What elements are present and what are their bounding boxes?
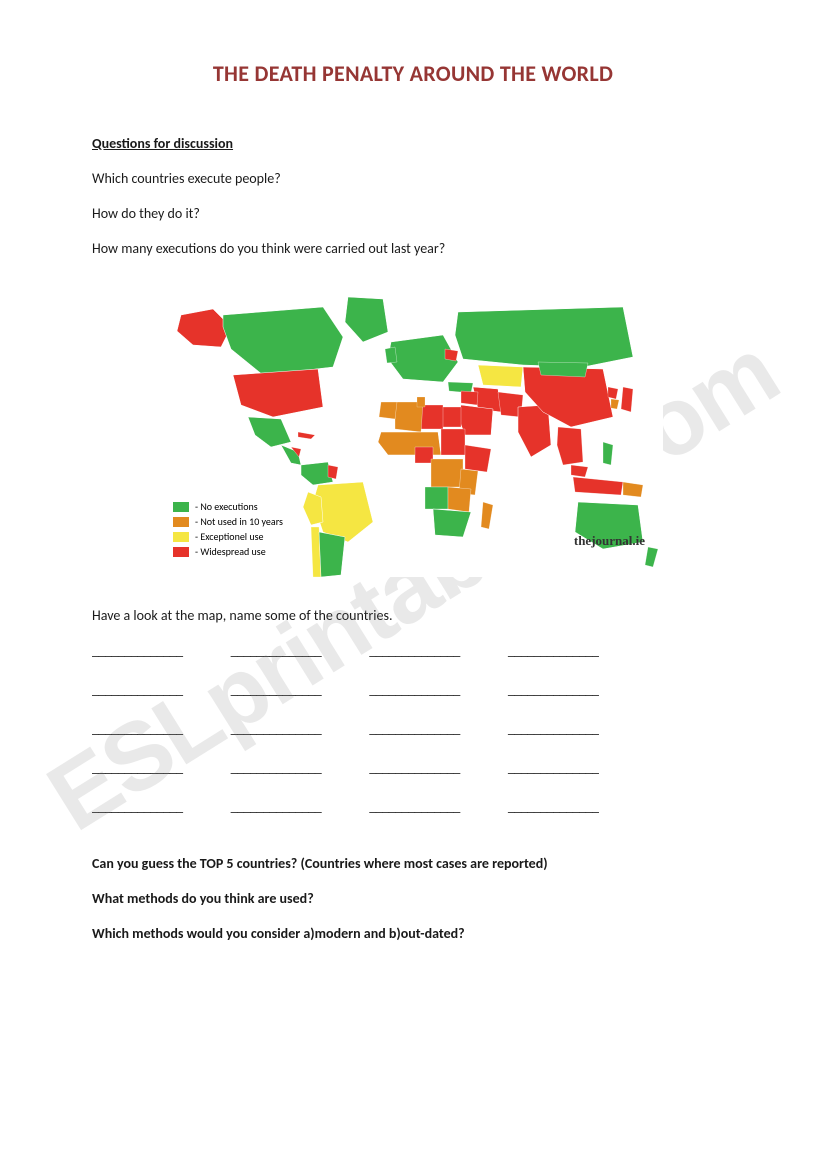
blank: ______________ [92, 759, 183, 776]
blank-lines: ______________ ______________ __________… [92, 642, 734, 815]
blank: ______________ [231, 720, 322, 737]
world-map: - No executions - Not used in 10 years -… [163, 287, 663, 577]
legend-label: - Not used in 10 years [195, 514, 283, 529]
map-attribution: thejournal.ie [574, 533, 645, 549]
blank: ______________ [508, 642, 599, 659]
question-1: Which countries execute people? [92, 170, 734, 187]
bold-question-2: What methods do you think are used? [92, 890, 734, 907]
legend-item: - Exceptionel use [173, 529, 283, 544]
swatch-icon [173, 532, 189, 542]
blank: ______________ [508, 798, 599, 815]
blank: ______________ [508, 720, 599, 737]
section-heading: Questions for discussion [92, 135, 734, 152]
legend-label: - No executions [195, 499, 258, 514]
blank: ______________ [231, 759, 322, 776]
blank: ______________ [231, 681, 322, 698]
map-legend: - No executions - Not used in 10 years -… [173, 499, 283, 559]
blank: ______________ [508, 681, 599, 698]
blank-row: ______________ ______________ __________… [92, 798, 734, 815]
bold-question-3: Which methods would you consider a)moder… [92, 925, 734, 942]
blank: ______________ [231, 642, 322, 659]
blank-row: ______________ ______________ __________… [92, 681, 734, 698]
blank: ______________ [231, 798, 322, 815]
blank: ______________ [369, 681, 460, 698]
page-title: THE DEATH PENALTY AROUND THE WORLD [92, 60, 734, 87]
legend-label: - Exceptionel use [195, 529, 264, 544]
blank: ______________ [369, 798, 460, 815]
blank-row: ______________ ______________ __________… [92, 759, 734, 776]
blank: ______________ [92, 642, 183, 659]
map-instruction: Have a look at the map, name some of the… [92, 607, 734, 624]
blank: ______________ [508, 759, 599, 776]
legend-item: - Widespread use [173, 544, 283, 559]
blank: ______________ [92, 720, 183, 737]
legend-item: - Not used in 10 years [173, 514, 283, 529]
blank-row: ______________ ______________ __________… [92, 720, 734, 737]
blank: ______________ [369, 642, 460, 659]
swatch-icon [173, 502, 189, 512]
blank: ______________ [92, 681, 183, 698]
blank-row: ______________ ______________ __________… [92, 642, 734, 659]
bold-question-1: Can you guess the TOP 5 countries? (Coun… [92, 855, 734, 872]
question-3: How many executions do you think were ca… [92, 240, 734, 257]
swatch-icon [173, 547, 189, 557]
blank: ______________ [369, 720, 460, 737]
question-2: How do they do it? [92, 205, 734, 222]
blank: ______________ [92, 798, 183, 815]
legend-item: - No executions [173, 499, 283, 514]
legend-label: - Widespread use [195, 544, 266, 559]
blank: ______________ [369, 759, 460, 776]
swatch-icon [173, 517, 189, 527]
